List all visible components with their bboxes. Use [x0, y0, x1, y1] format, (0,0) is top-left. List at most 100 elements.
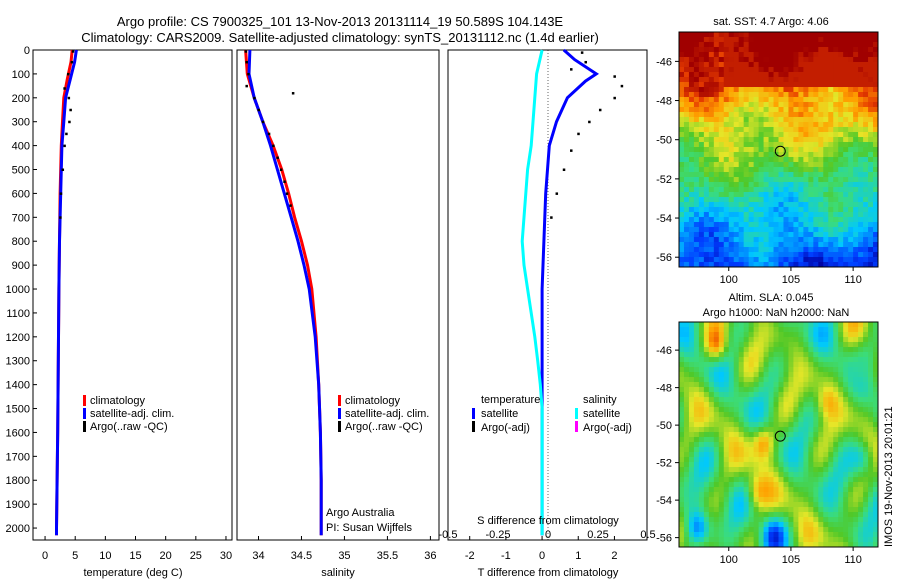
map-cell	[758, 257, 764, 263]
map-cell	[858, 112, 864, 118]
map-cell	[723, 232, 730, 238]
map-cell	[748, 62, 755, 68]
map-cell	[753, 472, 760, 478]
map-cell	[833, 537, 839, 543]
map-cell	[698, 487, 705, 493]
map-cell	[688, 227, 695, 233]
map-cell	[708, 367, 715, 373]
map-cell	[773, 242, 779, 248]
map-cell	[733, 492, 740, 498]
series-line	[247, 49, 323, 536]
map-cell	[803, 247, 809, 253]
map-cell	[679, 87, 685, 93]
map-cell	[688, 207, 695, 213]
map-cell	[788, 437, 794, 443]
map-cell	[863, 192, 869, 198]
map-cell	[758, 97, 764, 103]
map-cell	[693, 212, 700, 218]
s-tick-label: 0	[545, 529, 551, 541]
legend-title-temperature: temperature	[481, 394, 540, 406]
map-cell	[723, 212, 730, 218]
map-cell	[863, 397, 869, 403]
map-cell	[778, 107, 784, 113]
map-cell	[873, 167, 879, 173]
map-cell	[858, 437, 864, 443]
map-cell	[778, 52, 784, 58]
map-cell	[768, 82, 774, 88]
map-cell	[688, 402, 695, 408]
map-cell	[703, 442, 710, 448]
map-cell	[833, 467, 839, 473]
map-cell	[679, 427, 685, 433]
map-cell	[688, 127, 695, 133]
map-cell	[843, 327, 849, 333]
map-cell	[713, 62, 720, 68]
map-cell	[679, 222, 685, 228]
map-cell	[808, 147, 814, 153]
map-cell	[738, 457, 745, 463]
map-cell	[679, 492, 685, 498]
map-cell	[698, 477, 705, 483]
map-cell	[858, 367, 864, 373]
map-cell	[723, 222, 730, 228]
map-cell	[843, 82, 849, 88]
map-cell	[738, 107, 745, 113]
map-cell	[863, 322, 869, 328]
map-cell	[813, 102, 819, 108]
map-cell	[688, 522, 695, 528]
map-cell	[823, 447, 829, 453]
map-cell	[693, 347, 700, 353]
map-cell	[788, 252, 794, 258]
map-cell	[688, 222, 695, 228]
map-cell	[828, 237, 834, 243]
map-cell	[858, 157, 864, 163]
map-cell	[838, 527, 844, 533]
map-cell	[743, 157, 750, 163]
map-cell	[703, 482, 710, 488]
map-cell	[828, 417, 834, 423]
map-cell	[713, 92, 720, 98]
map-cell	[868, 67, 874, 73]
map-cell	[823, 32, 829, 38]
map-cell	[868, 472, 874, 478]
map-cell	[803, 497, 809, 503]
map-cell	[758, 147, 764, 153]
map-cell	[698, 172, 705, 178]
map-cell	[703, 217, 710, 223]
map-cell	[838, 522, 844, 528]
map-cell	[703, 82, 710, 88]
map-cell	[783, 112, 789, 118]
map-cell	[743, 502, 750, 508]
map-cell	[778, 147, 784, 153]
map-cell	[818, 97, 824, 103]
map-cell	[818, 452, 824, 458]
map-cell	[688, 112, 695, 118]
map-cell	[753, 137, 760, 143]
map-cell	[768, 167, 774, 173]
map-cell	[758, 352, 764, 358]
map-cell	[753, 442, 760, 448]
map-cell	[758, 132, 764, 138]
map-cell	[773, 412, 779, 418]
map-cell	[798, 152, 804, 158]
map-cell	[748, 252, 755, 258]
map-cell	[763, 117, 769, 123]
map-cell	[848, 402, 854, 408]
depth-tick-label: 1900	[6, 499, 30, 511]
map-cell	[813, 67, 819, 73]
map-cell	[713, 477, 720, 483]
map-cell	[823, 252, 829, 258]
map-cell	[833, 152, 839, 158]
map-cell	[753, 112, 760, 118]
map-cell	[723, 42, 730, 48]
map-cell	[753, 242, 760, 248]
map-cell	[823, 487, 829, 493]
map-cell	[803, 147, 809, 153]
map-cell	[708, 47, 715, 53]
map-cell	[828, 262, 834, 268]
map-cell	[753, 262, 760, 268]
map-cell	[693, 507, 700, 513]
map-cell	[703, 457, 710, 463]
map-cell	[763, 522, 769, 528]
map-cell	[708, 452, 715, 458]
